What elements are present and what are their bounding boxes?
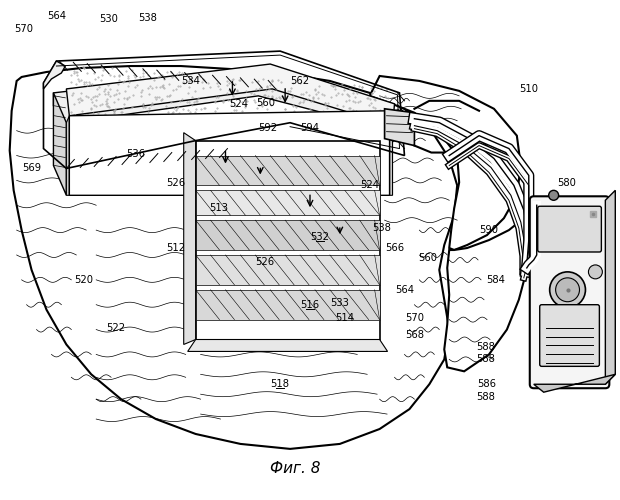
Text: 534: 534 xyxy=(181,76,200,86)
Polygon shape xyxy=(445,218,529,372)
Polygon shape xyxy=(389,111,392,196)
FancyBboxPatch shape xyxy=(529,196,609,388)
Polygon shape xyxy=(196,156,379,186)
Polygon shape xyxy=(66,64,394,126)
Polygon shape xyxy=(184,132,196,344)
Text: 533: 533 xyxy=(330,298,349,308)
Circle shape xyxy=(556,278,580,301)
Polygon shape xyxy=(196,220,379,250)
Text: 590: 590 xyxy=(479,225,498,235)
Polygon shape xyxy=(66,116,69,196)
Polygon shape xyxy=(196,290,379,320)
Text: 530: 530 xyxy=(100,14,118,24)
Text: 512: 512 xyxy=(166,243,185,253)
Polygon shape xyxy=(196,190,379,215)
Polygon shape xyxy=(370,76,521,250)
Text: 586: 586 xyxy=(477,379,497,389)
Text: 514: 514 xyxy=(335,312,354,322)
Circle shape xyxy=(550,272,585,308)
Polygon shape xyxy=(69,111,389,196)
Polygon shape xyxy=(196,140,379,340)
Text: 588: 588 xyxy=(477,392,495,402)
Text: 536: 536 xyxy=(126,148,146,158)
Text: 588: 588 xyxy=(477,342,495,352)
Text: 538: 538 xyxy=(372,223,391,233)
Text: 564: 564 xyxy=(395,285,414,295)
Text: 582: 582 xyxy=(542,210,561,220)
Text: 570: 570 xyxy=(14,24,33,34)
Text: 538: 538 xyxy=(138,14,157,24)
Polygon shape xyxy=(196,255,379,285)
Text: 568: 568 xyxy=(405,330,424,340)
Text: 522: 522 xyxy=(107,322,126,332)
Text: 560: 560 xyxy=(418,253,437,263)
Text: 564: 564 xyxy=(47,12,66,22)
Text: 584: 584 xyxy=(487,275,505,285)
Circle shape xyxy=(549,190,559,200)
Text: 566: 566 xyxy=(385,243,404,253)
Text: 560: 560 xyxy=(255,98,275,108)
Polygon shape xyxy=(534,374,615,392)
Text: 570: 570 xyxy=(405,312,424,322)
Text: 510: 510 xyxy=(520,84,538,94)
Text: 516: 516 xyxy=(301,300,319,310)
Text: 569: 569 xyxy=(22,164,41,173)
Text: 526: 526 xyxy=(166,178,185,188)
FancyBboxPatch shape xyxy=(538,206,601,252)
Polygon shape xyxy=(188,340,388,351)
Text: 526: 526 xyxy=(255,257,275,267)
Text: 532: 532 xyxy=(311,232,329,242)
Polygon shape xyxy=(53,93,66,196)
Text: 524: 524 xyxy=(360,180,379,190)
Polygon shape xyxy=(43,61,65,89)
Polygon shape xyxy=(605,190,615,384)
Text: 580: 580 xyxy=(557,178,576,188)
Circle shape xyxy=(588,265,603,279)
Text: 520: 520 xyxy=(74,275,93,285)
Text: 562: 562 xyxy=(291,76,309,86)
Text: 518: 518 xyxy=(271,379,290,389)
Polygon shape xyxy=(53,69,392,130)
Text: 524: 524 xyxy=(229,99,248,109)
FancyBboxPatch shape xyxy=(540,304,600,366)
Text: 592: 592 xyxy=(259,122,278,132)
Text: 588: 588 xyxy=(477,354,495,364)
Text: 594: 594 xyxy=(301,122,319,132)
Text: 513: 513 xyxy=(209,203,228,213)
Polygon shape xyxy=(384,109,414,146)
Text: Фиг. 8: Фиг. 8 xyxy=(270,462,321,476)
Polygon shape xyxy=(10,66,457,449)
